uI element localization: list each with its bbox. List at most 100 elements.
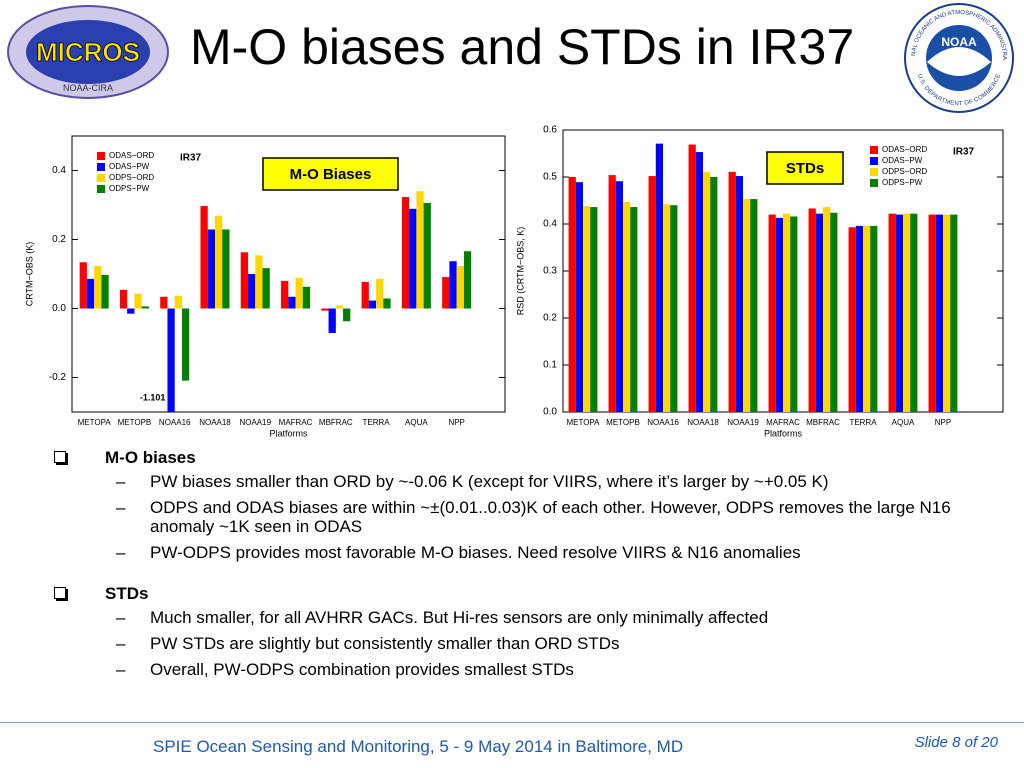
y-tick-label: 0.2 [52,234,66,245]
chart-title: STDs [786,160,824,177]
bar [295,277,303,309]
y-tick-label: 0.5 [543,172,557,183]
x-axis-label: Platforms [764,428,803,438]
bar [368,300,377,309]
chart-title: M-O Biases [290,166,372,183]
x-tick-label: METOPB [606,418,640,427]
bar [248,274,256,309]
value-label: -1.101 [140,392,166,402]
y-tick-label: 0.1 [543,360,557,371]
footer-rule [0,722,1024,723]
x-tick-label: METOPB [118,418,152,427]
bar [870,225,878,412]
y-tick-label: 0.6 [543,125,557,136]
bar [575,182,583,412]
bar [288,296,296,309]
x-tick-label: NOAA16 [159,418,191,427]
x-tick-label: TERRA [849,418,877,427]
bar [79,262,87,309]
x-tick-label: NPP [448,418,464,427]
bar [127,308,135,314]
bar [775,217,783,412]
bullet-heading: M-O biases [50,448,990,468]
bar [262,268,270,309]
legend-label: ODPS−PW [882,178,923,187]
logo-name: MICROS [36,37,140,67]
x-tick-label: TERRA [363,418,391,427]
bar [703,171,711,412]
legend-label: ODAS−ORD [109,151,154,160]
bar [240,252,249,309]
bar [728,171,736,412]
x-tick-label: MAFRAC [766,418,800,427]
legend-label: ODPS−PW [109,184,150,193]
bar [134,293,142,309]
bar [648,176,656,412]
bar [181,308,190,381]
y-tick-label: 0.3 [543,266,557,277]
bar [401,197,410,309]
y-axis-label: RSD (CRTM−OBS, K) [515,227,525,316]
y-tick-label: 0.2 [543,313,557,324]
y-tick-label: -0.2 [49,372,67,383]
bar [855,225,863,412]
legend-swatch [97,174,105,182]
legend-label: ODPS−ORD [109,173,154,182]
bar [281,280,289,309]
bar [207,229,215,309]
chart: -0.2 0.0 0.2 0.4 METOPA METOPB NOAA16 -1.101 NOA… [24,135,506,438]
bullet-item: PW-ODPS provides most favorable M-O bias… [50,543,990,562]
legend-swatch [97,152,105,160]
bar [200,206,208,309]
slide-number: Slide 8 of 20 [914,734,998,751]
x-tick-label: MBFRAC [806,418,840,427]
bar [790,216,798,412]
bar [808,208,816,412]
bar [910,213,918,412]
bar [160,296,168,309]
legend-swatch [97,163,105,171]
y-tick-label: 0.4 [543,219,557,230]
bullet-section: M-O biases PW biases smaller than ORD by… [50,448,990,562]
x-tick-label: MAFRAC [279,418,313,427]
bar [94,266,102,309]
bar [623,201,631,412]
legend-swatch [870,146,878,154]
bar [409,208,417,309]
y-tick-label: 0.0 [52,303,66,314]
bar [442,277,450,309]
slide-title: M-O biases and STDs in IR37 [190,19,855,75]
bar [583,206,591,412]
chart-label: IR37 [953,147,975,158]
bullet-section: STDs Much smaller, for all AVHRR GACs. B… [50,584,990,679]
x-tick-label: NOAA19 [727,418,759,427]
x-tick-label: MBFRAC [319,418,353,427]
bar [943,214,951,412]
bars [568,143,958,412]
noaa-logo: NOAA NATIONAL OCEANIC AND ATMOSPHERIC AD… [903,2,1014,113]
legend-label: ODAS−ORD [882,145,927,154]
bar [302,286,311,309]
bar [655,143,663,412]
chart: 0.0 0.1 0.2 0.3 0.4 0.5 0.6 METOPA METOPB NOAA16 N… [515,125,1004,438]
bar [376,278,384,309]
legend-swatch [870,168,878,176]
y-tick-label: 0.0 [543,407,557,418]
bar [383,298,391,309]
bar [695,152,703,412]
x-tick-label: NOAA18 [687,418,719,427]
x-tick-label: NPP [935,418,951,427]
bar [361,281,369,309]
bar [86,278,95,309]
bar [255,255,263,309]
bar [222,229,230,309]
legend-label: ODAS−PW [109,162,150,171]
bullet-item: PW biases smaller than ORD by ~-0.06 K (… [50,472,990,491]
bar [630,207,638,412]
bar [141,306,149,309]
x-axis-label: Platforms [269,428,308,438]
x-tick-label: METOPA [78,418,112,427]
y-tick-label: 0.4 [52,165,66,176]
x-tick-label: NOAA18 [199,418,231,427]
